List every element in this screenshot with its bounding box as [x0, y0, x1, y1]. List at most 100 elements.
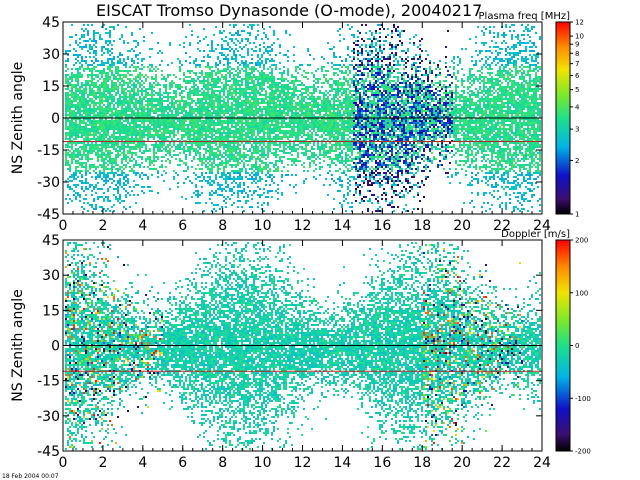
echo-cell [113, 142, 115, 144]
echo-cell [157, 156, 159, 158]
echo-cell [233, 132, 235, 134]
echo-cell [81, 84, 83, 86]
echo-cell [185, 112, 187, 114]
echo-cell [95, 154, 97, 156]
echo-cell [85, 172, 87, 174]
echo-cell [283, 142, 285, 144]
echo-cell [255, 150, 257, 152]
echo-cell [167, 76, 169, 78]
echo-cell [103, 132, 105, 134]
echo-cell [125, 184, 127, 186]
echo-cell [109, 90, 111, 92]
echo-cell [127, 120, 129, 122]
echo-cell [79, 136, 81, 138]
echo-cell [67, 68, 69, 70]
echo-cell [95, 42, 97, 44]
echo-cell [83, 30, 85, 32]
echo-cell [103, 154, 105, 156]
echo-cell [287, 104, 289, 106]
echo-cell [193, 172, 195, 174]
echo-cell [145, 88, 147, 90]
echo-cell [161, 112, 163, 114]
echo-cell [161, 102, 163, 104]
echo-cell [227, 120, 229, 122]
echo-cell [85, 116, 87, 118]
echo-cell [199, 50, 201, 52]
echo-cell [185, 158, 187, 160]
echo-cell [81, 106, 83, 108]
echo-cell [249, 108, 251, 110]
echo-cell [291, 100, 293, 102]
echo-cell [143, 174, 145, 176]
echo-cell [65, 154, 67, 156]
echo-cell [101, 76, 103, 78]
echo-cell [263, 64, 265, 66]
echo-cell [199, 72, 201, 74]
echo-cell [265, 48, 267, 50]
echo-cell [209, 160, 211, 162]
echo-cell [207, 128, 209, 130]
echo-cell [247, 26, 249, 28]
echo-cell [271, 130, 273, 132]
echo-cell [219, 152, 221, 154]
echo-cell [75, 142, 77, 144]
echo-cell [279, 142, 281, 144]
echo-cell [277, 154, 279, 156]
echo-cell [135, 130, 137, 132]
echo-cell [127, 84, 129, 86]
echo-cell [119, 110, 121, 112]
echo-cell [157, 172, 159, 174]
echo-cell [121, 100, 123, 102]
echo-cell [67, 154, 69, 156]
echo-cell [261, 156, 263, 158]
echo-cell [231, 120, 233, 122]
echo-cell [131, 154, 133, 156]
echo-cell [259, 82, 261, 84]
echo-cell [235, 166, 237, 168]
echo-cell [271, 190, 273, 192]
echo-cell [149, 104, 151, 106]
echo-cell [101, 154, 103, 156]
echo-cell [137, 130, 139, 132]
echo-cell [155, 130, 157, 132]
echo-cell [199, 120, 201, 122]
echo-cell [93, 146, 95, 148]
echo-cell [139, 68, 141, 70]
echo-cell [285, 122, 287, 124]
echo-cell [155, 74, 157, 76]
echo-cell [273, 126, 275, 128]
echo-cell [137, 144, 139, 146]
echo-cell [99, 150, 101, 152]
echo-cell [199, 160, 201, 162]
echo-cell [205, 148, 207, 150]
echo-cell [181, 160, 183, 162]
echo-cell [117, 130, 119, 132]
echo-cell [101, 160, 103, 162]
echo-cell [253, 68, 255, 70]
echo-cell [99, 114, 101, 116]
echo-cell [223, 54, 225, 56]
echo-cell [123, 110, 125, 112]
echo-cell [227, 64, 229, 66]
echo-cell [251, 130, 253, 132]
echo-cell [225, 180, 227, 182]
echo-cell [89, 80, 91, 82]
echo-cell [277, 78, 279, 80]
echo-cell [79, 46, 81, 48]
echo-cell [249, 100, 251, 102]
echo-cell [79, 164, 81, 166]
echo-cell [123, 128, 125, 130]
echo-cell [83, 142, 85, 144]
echo-cell [69, 122, 71, 124]
echo-cell [95, 120, 97, 122]
echo-cell [253, 150, 255, 152]
echo-cell [127, 146, 129, 148]
echo-cell [87, 188, 89, 190]
echo-cell [115, 124, 117, 126]
echo-cell [73, 128, 75, 130]
echo-cell [81, 56, 83, 58]
echo-cell [239, 110, 241, 112]
echo-cell [103, 124, 105, 126]
echo-cell [247, 130, 249, 132]
echo-cell [65, 160, 67, 162]
